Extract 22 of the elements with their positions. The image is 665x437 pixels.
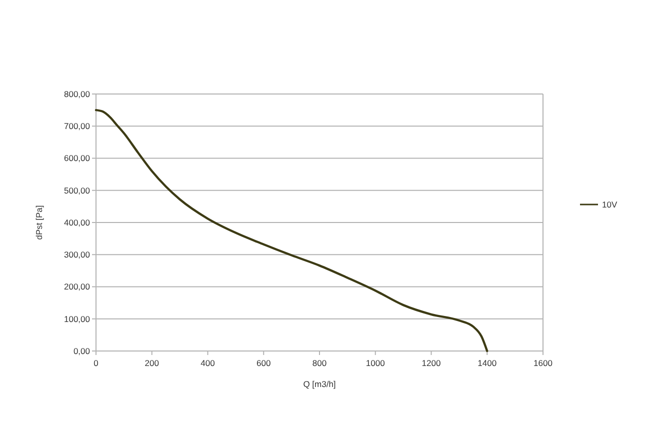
x-tick-label: 1600 bbox=[534, 358, 553, 368]
x-tick-label: 400 bbox=[200, 358, 216, 368]
x-tick-label: 0 bbox=[94, 358, 99, 368]
y-tick-label: 100,00 bbox=[64, 314, 90, 324]
x-tick-label: 1200 bbox=[422, 358, 441, 368]
y-tick-label: 500,00 bbox=[64, 185, 90, 196]
y-tick-label: 300,00 bbox=[64, 250, 90, 260]
y-tick-label: 200,00 bbox=[64, 282, 90, 292]
x-tick-label: 1400 bbox=[478, 358, 497, 368]
y-tick-label: 700,00 bbox=[64, 121, 90, 132]
x-axis-title: Q [m3/h] bbox=[303, 379, 336, 389]
x-tick-label: 800 bbox=[312, 358, 327, 368]
y-tick-label: 600,00 bbox=[64, 153, 90, 164]
y-axis-title: dPst [Pa] bbox=[34, 205, 44, 240]
y-tick-label: 400,00 bbox=[64, 217, 90, 228]
y-tick-label: 800,00 bbox=[64, 88, 90, 99]
x-tick-label: 200 bbox=[144, 358, 160, 368]
y-tick-label: 0,00 bbox=[73, 346, 90, 356]
x-tick-label: 600 bbox=[256, 358, 271, 368]
line-series bbox=[94, 108, 488, 352]
x-tick-label: 1000 bbox=[366, 358, 386, 368]
legend-label: 10V bbox=[602, 199, 618, 210]
